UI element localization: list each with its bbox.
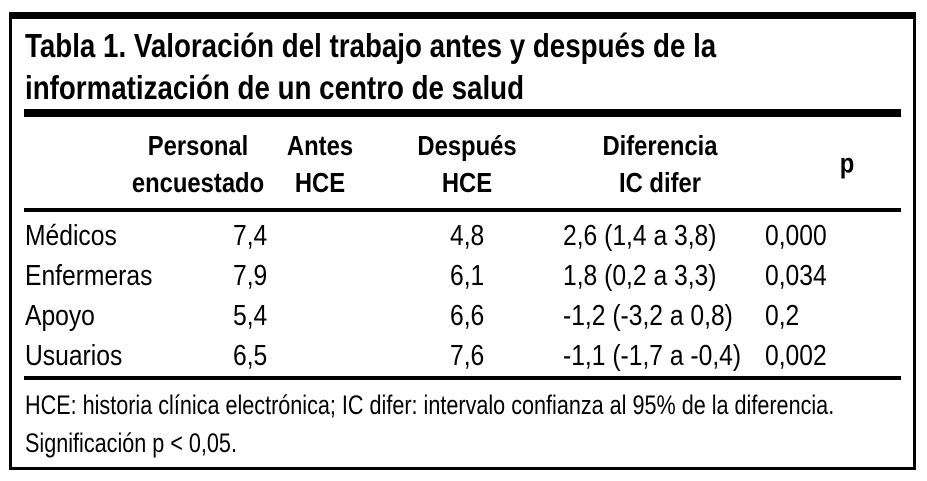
- cell-antes: 5,4: [233, 300, 268, 332]
- table-row-medicos: Médicos 7,4 4,8 2,6 (1,4 a 3,8) 0,000: [12, 216, 913, 256]
- footer-divider-rule: [24, 376, 901, 380]
- table-title-line1: Tabla 1. Valoración del trabajo antes y …: [25, 27, 717, 64]
- table-card: Tabla 1. Valoración del trabajo antes y …: [9, 12, 916, 470]
- column-header-diferencia-line2: IC difer: [619, 167, 701, 198]
- cell-p: 0,2: [765, 300, 800, 332]
- cell-personal: Usuarios: [25, 340, 123, 372]
- header-divider-rule: [24, 208, 901, 212]
- cell-diferencia: 1,8 (0,2 a 3,3): [563, 260, 717, 292]
- title-divider-rule: [24, 109, 901, 117]
- cell-diferencia: 2,6 (1,4 a 3,8): [563, 220, 717, 252]
- cell-diferencia: -1,1 (-1,7 a -0,4): [563, 340, 742, 372]
- cell-personal: Apoyo: [25, 300, 95, 332]
- table-header-row: Personal encuestado Antes HCE Después HC…: [12, 117, 913, 208]
- table-title: Tabla 1. Valoración del trabajo antes y …: [25, 25, 913, 109]
- column-header-antes: Antes HCE: [287, 127, 353, 201]
- column-header-antes-line1: Antes: [286, 130, 354, 161]
- cell-despues: 6,1: [450, 260, 485, 292]
- column-header-personal: Personal encuestado: [132, 127, 264, 201]
- footnote-line1: HCE: historia clínica electrónica; IC di…: [25, 390, 835, 420]
- table-row-apoyo: Apoyo 5,4 6,6 -1,2 (-3,2 a 0,8) 0,2: [12, 296, 913, 336]
- cell-despues: 7,6: [450, 340, 485, 372]
- cell-antes: 6,5: [233, 340, 268, 372]
- cell-diferencia: -1,2 (-3,2 a 0,8): [563, 300, 733, 332]
- column-header-diferencia-line1: Diferencia: [602, 130, 718, 161]
- cell-antes: 7,9: [233, 260, 268, 292]
- column-header-diferencia: Diferencia IC difer: [602, 127, 717, 201]
- cell-personal: Enfermeras: [25, 260, 153, 292]
- cell-p: 0,034: [765, 260, 827, 292]
- cell-despues: 4,8: [450, 220, 485, 252]
- cell-p: 0,000: [765, 220, 827, 252]
- column-header-p-line1: p: [839, 147, 855, 178]
- column-header-personal-line2: encuestado: [131, 167, 265, 198]
- table-row-usuarios: Usuarios 6,5 7,6 -1,1 (-1,7 a -0,4) 0,00…: [12, 336, 913, 376]
- table-footnote: HCE: historia clínica electrónica; IC di…: [25, 386, 913, 462]
- table-row-enfermeras: Enfermeras 7,9 6,1 1,8 (0,2 a 3,3) 0,034: [12, 256, 913, 296]
- column-header-antes-line2: HCE: [294, 167, 346, 198]
- column-header-despues: Después HCE: [417, 127, 516, 201]
- column-header-p: p: [840, 144, 855, 181]
- cell-p: 0,002: [765, 340, 827, 372]
- column-header-despues-line1: Después: [417, 130, 517, 161]
- column-header-despues-line2: HCE: [441, 167, 493, 198]
- column-header-personal-line1: Personal: [147, 130, 249, 161]
- cell-personal: Médicos: [25, 220, 117, 252]
- cell-despues: 6,6: [450, 300, 485, 332]
- cell-antes: 7,4: [233, 220, 268, 252]
- table-body: Médicos 7,4 4,8 2,6 (1,4 a 3,8) 0,000 En…: [12, 212, 913, 376]
- footnote-line2: Significación p < 0,05.: [25, 428, 237, 458]
- table-title-line2: informatización de un centro de salud: [25, 69, 525, 106]
